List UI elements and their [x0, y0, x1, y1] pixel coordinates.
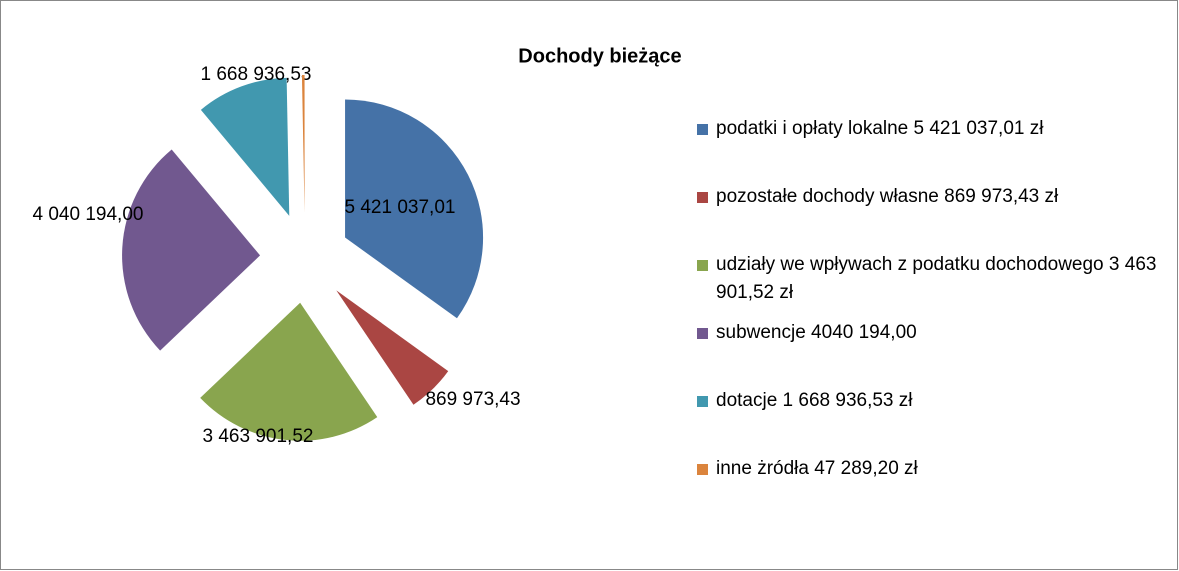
data-label: 3 463 901,52	[203, 426, 314, 447]
legend-swatch	[697, 396, 708, 407]
legend-label: subwencje 4040 194,00	[716, 322, 917, 343]
legend-item: podatki i opłaty lokalne 5 421 037,01 zł	[697, 115, 1167, 143]
legend-swatch	[697, 192, 708, 203]
pie-slice	[336, 290, 449, 405]
legend-item: udziały we wpływach z podatku dochodoweg…	[697, 251, 1167, 307]
data-label: 4 040 194,00	[33, 204, 144, 225]
chart-title: Dochody bieżące	[518, 45, 681, 67]
pie-slice	[301, 75, 305, 214]
pie-slice	[345, 99, 484, 319]
legend-label: dotacje 1 668 936,53 zł	[716, 390, 913, 411]
legend-item: inne żródła 47 289,20 zł	[697, 455, 1167, 483]
legend-label: udziały we wpływach z podatku dochodoweg…	[716, 254, 1157, 303]
legend-label: inne żródła 47 289,20 zł	[716, 458, 918, 479]
legend-label: pozostałe dochody własne 869 973,43 zł	[716, 186, 1059, 207]
pie-slice	[122, 149, 261, 351]
legend-item: pozostałe dochody własne 869 973,43 zł	[697, 183, 1167, 211]
data-label: 869 973,43	[425, 389, 520, 410]
data-label: 5 421 037,01	[345, 197, 456, 218]
legend-item: dotacje 1 668 936,53 zł	[697, 387, 1167, 415]
pie-slice	[200, 77, 290, 216]
legend-swatch	[697, 464, 708, 475]
legend-item: subwencje 4040 194,00	[697, 319, 1167, 347]
legend-label: podatki i opłaty lokalne 5 421 037,01 zł	[716, 118, 1044, 139]
legend: podatki i opłaty lokalne 5 421 037,01 zł…	[697, 115, 1167, 523]
legend-swatch	[697, 328, 708, 339]
legend-swatch	[697, 124, 708, 135]
pie-slice	[200, 302, 378, 441]
legend-swatch	[697, 260, 708, 271]
data-label: 1 668 936,53	[201, 64, 312, 85]
